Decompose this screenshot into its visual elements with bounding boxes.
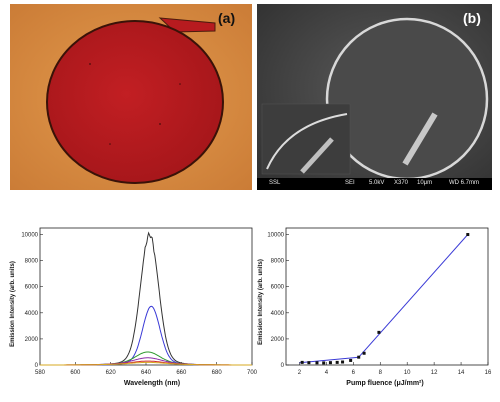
threshold-y-tick-label: 0	[281, 363, 285, 369]
data-point	[300, 360, 304, 364]
threshold-x-tick-label: 16	[485, 370, 492, 376]
threshold-x-axis-label: Pump fluence (μJ/mm²)	[346, 380, 423, 387]
data-point	[322, 361, 326, 365]
microdisk-optical-image	[10, 4, 252, 190]
spectra-y-tick-label: 0	[35, 363, 39, 369]
data-point	[328, 361, 332, 365]
spectra-x-tick-label: 580	[35, 370, 46, 376]
threshold-y-tick-label: 2000	[271, 337, 285, 343]
threshold-x-tick-label: 6	[352, 370, 356, 376]
spectra-x-tick-label: 600	[70, 370, 81, 376]
sem-scale-label: 10μm	[417, 180, 433, 186]
spectra-x-tick-label: 700	[247, 370, 258, 376]
above-threshold-fit-line	[358, 234, 469, 358]
data-point	[335, 360, 339, 364]
spectra-x-tick-label: 620	[106, 370, 117, 376]
sem-detector-label: SSL	[269, 180, 281, 186]
threshold-plot-frame	[285, 227, 489, 366]
spectra-axes: 580 600 620 640 660 680 700 0 2000 4000 6000 8000 10…	[21, 227, 258, 376]
data-point	[349, 358, 353, 362]
threshold-y-tick-label: 10000	[267, 233, 284, 239]
microdisk-sem-image	[257, 4, 492, 190]
pump-fluence-chart: 2 4 6 8 10 12 14 16 0 2000 4000 6000 8000 10000 Pump …	[258, 227, 492, 387]
panel-a-label: (a)	[218, 10, 236, 26]
threshold-x-tick-label: 8	[379, 370, 383, 376]
sem-voltage-label: 5.0kV	[369, 180, 385, 186]
data-point	[307, 361, 311, 365]
data-point	[362, 351, 366, 355]
threshold-y-tick-label: 4000	[271, 311, 285, 317]
sem-image-panel: (b) SSL SEI 5.0kV X370 10μm WD 6.7mm	[257, 4, 492, 190]
threshold-x-tick-label: 12	[431, 370, 438, 376]
spectra-plot-frame	[39, 227, 253, 366]
sem-working-distance-label: WD 6.7mm	[449, 180, 479, 186]
spectra-y-tick-label: 2000	[25, 337, 39, 343]
data-point	[466, 233, 470, 237]
spectra-y-tick-label: 8000	[25, 259, 39, 265]
spectra-y-tick-label: 4000	[25, 311, 39, 317]
spectra-y-tick-label: 6000	[25, 285, 39, 291]
threshold-y-tick-label: 6000	[271, 285, 285, 291]
spectra-series-group	[40, 231, 252, 366]
spectrum-line-6	[40, 361, 252, 366]
threshold-y-tick-label: 8000	[271, 259, 285, 265]
threshold-y-axis-label: Emission Intensity (arb. units)	[258, 259, 264, 345]
spectra-y-axis-label: Emission Intensity (arb. units)	[10, 261, 16, 347]
panel-b-label: (b)	[463, 10, 481, 26]
sem-magnification-label: X370	[394, 180, 409, 186]
spectra-x-tick-label: 660	[176, 370, 187, 376]
spectra-x-tick-label: 640	[141, 370, 152, 376]
spectra-x-axis-label: Wavelength (nm)	[124, 380, 180, 387]
threshold-x-tick-label: 2	[298, 370, 302, 376]
optical-micrograph-panel: (a)	[10, 4, 252, 190]
spectra-y-tick-label: 10000	[21, 233, 38, 239]
spectra-x-tick-label: 680	[212, 370, 223, 376]
sem-mode-label: SEI	[345, 180, 355, 186]
spectrum-line-1	[40, 231, 252, 366]
data-point	[341, 360, 345, 364]
threshold-series-group	[299, 233, 470, 365]
data-point	[357, 355, 361, 359]
data-point	[377, 330, 381, 334]
emission-spectra-chart: 580 600 620 640 660 680 700 0 2000 4000 6000 8000 10…	[10, 227, 258, 387]
threshold-axes: 2 4 6 8 10 12 14 16 0 2000 4000 6000 8000 10000	[267, 227, 492, 376]
threshold-x-tick-label: 4	[325, 370, 329, 376]
spectrum-line-2	[40, 305, 252, 366]
sem-info-bar: SSL SEI 5.0kV X370 10μm WD 6.7mm	[257, 178, 492, 190]
data-point	[315, 361, 319, 365]
threshold-x-tick-label: 10	[404, 370, 411, 376]
threshold-x-tick-label: 14	[458, 370, 465, 376]
